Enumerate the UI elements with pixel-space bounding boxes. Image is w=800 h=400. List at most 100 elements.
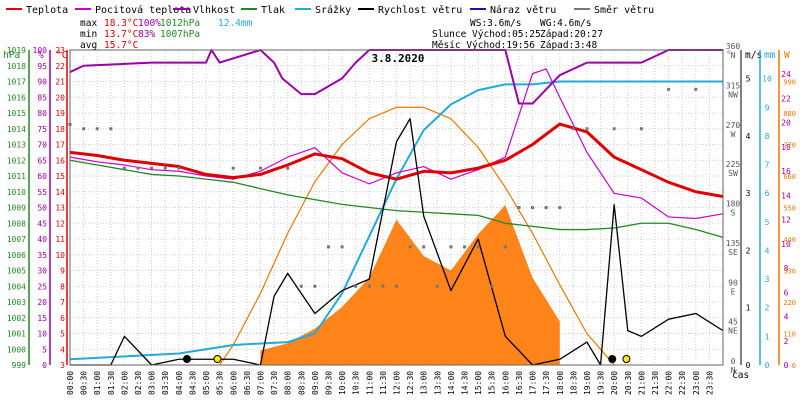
x-tick-label: 10:00 (338, 371, 347, 395)
temperature-tick: 4 (60, 345, 65, 354)
pressure-tick: 1002 (7, 314, 26, 323)
wind-dir-tick: 45 (728, 318, 738, 327)
x-axis: 00:00 00:30 01:00 01:30 02:00 02:30 03:00 03:30… (66, 371, 714, 395)
wind-speed-tick: 5 (746, 75, 751, 84)
solar-tick: 0 (792, 362, 796, 370)
wind-direction-point (258, 166, 262, 170)
wind-direction-point (122, 166, 126, 170)
pressure-tick: 1004 (7, 282, 26, 291)
sunrise-marker (213, 355, 222, 363)
wind-direction-point (177, 166, 181, 170)
wind-dir-tick-compass: SE (728, 248, 738, 257)
moon-times: Měsíc Východ:19:56 (432, 40, 535, 51)
x-tick-label: 04:30 (188, 371, 197, 395)
wind-dir-tick-compass: N (731, 51, 736, 60)
x-tick-label: 19:00 (583, 371, 592, 395)
rain-rate-tick: 4 (784, 313, 789, 322)
stat-avg-label: avg (80, 40, 97, 51)
wind-direction-point (667, 87, 671, 91)
rain-rate-tick: 0 (784, 361, 789, 370)
rain-tick: 7 (765, 161, 770, 170)
stat-min-hum: 83% (138, 29, 155, 40)
sunset-marker (622, 355, 631, 363)
rain-tick: 10 (762, 75, 772, 84)
legend-item-wind: Rychlost větru (358, 4, 462, 16)
series-line-wind (70, 118, 724, 366)
wind-direction-point (639, 127, 643, 131)
humidity-tick: 70 (37, 141, 47, 150)
wind-speed-tick: 1 (746, 304, 751, 313)
wind-direction-point (503, 245, 507, 249)
pressure-tick: 1012 (7, 156, 26, 165)
legend-item-rain: Srážky (295, 4, 351, 16)
rain-tick: 3 (765, 275, 770, 284)
wind-direction-point (490, 284, 494, 288)
rain-rate-tick: 8 (784, 264, 789, 273)
x-tick-label: 23:00 (692, 371, 701, 395)
pressure-tick: 1008 (7, 219, 26, 228)
x-tick-label: 17:30 (542, 371, 551, 395)
wind-speed-tick: 3 (746, 189, 751, 198)
x-tick-label: 07:30 (270, 371, 279, 395)
stat-min-label: min (80, 29, 97, 40)
wind-dir-tick-compass: W (731, 130, 736, 139)
temperature-tick: 23 (55, 46, 65, 55)
wind-dir-tick: 315 (726, 81, 741, 90)
legend: Teplota Pocitová teplota Vlhkost Tlak Sr… (6, 4, 654, 16)
chart-title: 3.8.2020 (372, 52, 425, 65)
series-line-feels (69, 68, 724, 220)
temperature-tick: 16 (55, 156, 65, 165)
series-line-sun (219, 106, 615, 366)
wind-direction-point (150, 166, 154, 170)
temperature-tick: 19 (55, 109, 65, 118)
solar-tick: 330 (783, 268, 796, 276)
sun-west: Západ:20:27 (540, 29, 603, 40)
rain-tick: 4 (765, 246, 770, 255)
solar-tick: 770 (783, 142, 796, 150)
wind-dir-tick-compass: SW (728, 169, 738, 178)
wind-direction-point (612, 127, 616, 131)
plot-frame (69, 49, 724, 366)
rain-tick: 1 (765, 332, 770, 341)
pressure-tick: 1014 (7, 125, 26, 134)
wind-speed-tick: 0 (746, 361, 751, 370)
legend-label-temp: Teplota (26, 5, 68, 16)
x-tick-label: 21:30 (651, 371, 660, 395)
wind-direction-point (531, 206, 535, 209)
x-tick-label: 15:30 (488, 371, 497, 395)
legend-item-hum: Vlhkost (173, 5, 235, 16)
pressure-tick: 1000 (7, 345, 26, 354)
humidity-tick: 15 (37, 314, 47, 323)
wind-dir-tick: 270 (726, 121, 741, 130)
humidity-tick: 0 (42, 361, 47, 370)
pressure-tick: 1016 (7, 93, 26, 102)
rain-rate-area (260, 205, 560, 365)
sun-times: Slunce Východ:05:25 (432, 29, 541, 40)
unit-pct: % (38, 50, 44, 61)
wind-direction-point (163, 166, 167, 170)
solar-tick: 880 (783, 110, 796, 118)
wind-direction-point (299, 284, 303, 288)
wind-direction-point (354, 284, 358, 288)
pressure-tick: 1001 (7, 330, 26, 339)
left-axes: 9991000100110021003100410051006100710081… (7, 46, 68, 370)
wind-dir-tick: 360 (726, 42, 741, 51)
rain-rate-tick: 22 (781, 94, 791, 103)
wind-direction-point (544, 206, 548, 209)
wind-dir-tick-compass: S (731, 209, 736, 218)
temperature-tick: 8 (60, 282, 65, 291)
legend-label-rain: Srážky (315, 4, 351, 16)
stat-max-temp: 18.3°C (104, 18, 138, 29)
wind-dir-tick: 90 (728, 278, 738, 287)
x-tick-label: 06:00 (229, 371, 238, 395)
x-tick-label: 00:00 (66, 371, 75, 395)
x-tick-label: 06:30 (243, 371, 252, 395)
legend-label-dir: Směr větru (594, 4, 654, 16)
x-tick-label: 00:30 (80, 371, 89, 395)
x-tick-label: 18:00 (556, 371, 565, 395)
humidity-tick: 90 (37, 78, 47, 87)
humidity-tick: 55 (37, 188, 47, 197)
wind-speed-tick: 2 (746, 246, 751, 255)
unit-degc: °C (56, 50, 67, 61)
humidity-tick: 65 (37, 156, 47, 165)
